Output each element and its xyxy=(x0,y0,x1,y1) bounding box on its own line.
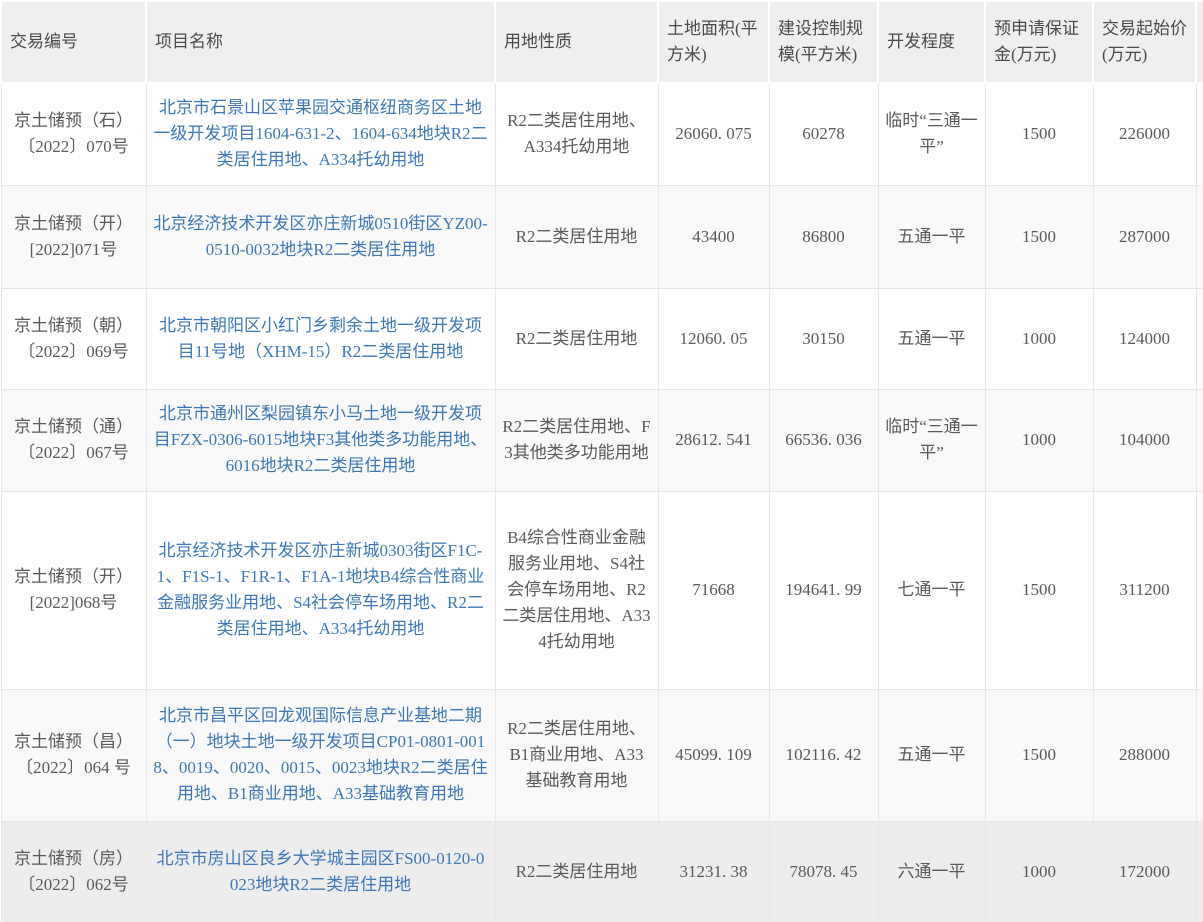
project-name-cell: 北京市通州区梨园镇东小马土地一级开发项目FZX-0306-6015地块F3其他类… xyxy=(145,388,496,492)
land-nature-cell: R2二类居住用地、F3其他类多功能用地 xyxy=(494,388,659,492)
development-degree-cell: 临时“三通一平” xyxy=(877,388,986,492)
transaction-id-cell: 京土储预（朝）〔2022〕069号 xyxy=(0,287,147,390)
construction-scale-cell: 102116. 42 xyxy=(768,688,879,822)
transaction-id-cell: 京土储预（开）[2022]068号 xyxy=(0,490,147,690)
table-row: 京土储预（通）〔2022〕067号 北京市通州区梨园镇东小马土地一级开发项目FZ… xyxy=(0,388,1203,492)
start-price-cell: 104000 xyxy=(1092,388,1197,492)
start-price-cell: 288000 xyxy=(1092,688,1197,822)
land-area-cell: 12060. 05 xyxy=(657,287,770,390)
start-price-cell: 226000 xyxy=(1092,82,1197,186)
development-degree-cell: 七通一平 xyxy=(877,490,986,690)
project-name-cell: 北京市朝阳区小红门乡剩余土地一级开发项目11号地（XHM-15）R2二类居住用地 xyxy=(145,287,496,390)
project-name-cell: 北京市房山区良乡大学城主园区FS00-0120-0023地块R2二类居住用地 xyxy=(145,820,496,922)
transaction-id-cell: 京土储预（开）[2022]071号 xyxy=(0,184,147,289)
land-area-cell: 45099. 109 xyxy=(657,688,770,822)
project-name-cell: 北京市石景山区苹果园交通枢纽商务区土地一级开发项目1604-631-2、1604… xyxy=(145,82,496,186)
table-row: 京土储预（开）[2022]068号 北京经济技术开发区亦庄新城0303街区F1C… xyxy=(0,490,1203,690)
table-row: 京土储预（朝）〔2022〕069号 北京市朝阳区小红门乡剩余土地一级开发项目11… xyxy=(0,287,1203,390)
clipped-spacer-cell xyxy=(1195,688,1203,822)
land-nature-cell: R2二类居住用地 xyxy=(494,287,659,390)
land-nature-cell: R2二类居住用地、A334托幼用地 xyxy=(494,82,659,186)
clipped-spacer-cell xyxy=(1195,490,1203,690)
deposit-cell: 1000 xyxy=(984,287,1094,390)
header-row: 交易编号 项目名称 用地性质 土地面积(平方米) 建设控制规模(平方米) 开发程… xyxy=(0,0,1203,84)
col-header-transaction-id: 交易编号 xyxy=(0,0,147,84)
land-nature-cell: R2二类居住用地 xyxy=(494,820,659,922)
development-degree-cell: 五通一平 xyxy=(877,184,986,289)
project-name-link[interactable]: 北京市通州区梨园镇东小马土地一级开发项目FZX-0306-6015地块F3其他类… xyxy=(153,404,488,475)
transaction-id-cell: 京土储预（房）〔2022〕062号 xyxy=(0,820,147,922)
clipped-spacer-cell xyxy=(1195,287,1203,390)
development-degree-cell: 六通一平 xyxy=(877,820,986,922)
construction-scale-cell: 60278 xyxy=(768,82,879,186)
land-nature-cell: R2二类居住用地 xyxy=(494,184,659,289)
transaction-id-cell: 京土储预（石）〔2022〕070号 xyxy=(0,82,147,186)
col-header-development-degree: 开发程度 xyxy=(877,0,986,84)
deposit-cell: 1500 xyxy=(984,688,1094,822)
development-degree-cell: 五通一平 xyxy=(877,688,986,822)
deposit-cell: 1000 xyxy=(984,820,1094,922)
land-nature-cell: R2二类居住用地、B1商业用地、A33基础教育用地 xyxy=(494,688,659,822)
development-degree-cell: 五通一平 xyxy=(877,287,986,390)
land-area-cell: 28612. 541 xyxy=(657,388,770,492)
table-row: 京土储预（昌）〔2022〕064 号 北京市昌平区回龙观国际信息产业基地二期（一… xyxy=(0,688,1203,822)
col-header-land-area: 土地面积(平方米) xyxy=(657,0,770,84)
col-header-land-nature: 用地性质 xyxy=(494,0,659,84)
col-header-project-name: 项目名称 xyxy=(145,0,496,84)
deposit-cell: 1500 xyxy=(984,184,1094,289)
construction-scale-cell: 194641. 99 xyxy=(768,490,879,690)
project-name-link[interactable]: 北京市朝阳区小红门乡剩余土地一级开发项目11号地（XHM-15）R2二类居住用地 xyxy=(159,315,482,361)
project-name-link[interactable]: 北京市石景山区苹果园交通枢纽商务区土地一级开发项目1604-631-2、1604… xyxy=(153,98,488,170)
land-area-cell: 26060. 075 xyxy=(657,82,770,186)
project-name-cell: 北京经济技术开发区亦庄新城0510街区YZ00-0510-0032地块R2二类居… xyxy=(145,184,496,289)
land-nature-cell: B4综合性商业金融服务业用地、S4社会停车场用地、R2二类居住用地、A334托幼… xyxy=(494,490,659,690)
clipped-spacer-cell xyxy=(1195,82,1203,186)
start-price-cell: 124000 xyxy=(1092,287,1197,390)
construction-scale-cell: 86800 xyxy=(768,184,879,289)
col-header-deposit: 预申请保证金(万元) xyxy=(984,0,1094,84)
project-name-cell: 北京市昌平区回龙观国际信息产业基地二期（一）地块土地一级开发项目CP01-080… xyxy=(145,688,496,822)
table-row: 京土储预（房）〔2022〕062号 北京市房山区良乡大学城主园区FS00-012… xyxy=(0,820,1203,922)
land-area-cell: 71668 xyxy=(657,490,770,690)
start-price-cell: 172000 xyxy=(1092,820,1197,922)
development-degree-cell: 临时“三通一平” xyxy=(877,82,986,186)
table-row: 京土储预（石）〔2022〕070号 北京市石景山区苹果园交通枢纽商务区土地一级开… xyxy=(0,82,1203,186)
deposit-cell: 1500 xyxy=(984,82,1094,186)
clipped-spacer-cell xyxy=(1195,388,1203,492)
col-header-start-price: 交易起始价(万元) xyxy=(1092,0,1197,84)
construction-scale-cell: 78078. 45 xyxy=(768,820,879,922)
start-price-cell: 287000 xyxy=(1092,184,1197,289)
deposit-cell: 1500 xyxy=(984,490,1094,690)
table-body: 京土储预（石）〔2022〕070号 北京市石景山区苹果园交通枢纽商务区土地一级开… xyxy=(0,82,1203,922)
col-header-construction-scale: 建设控制规模(平方米) xyxy=(768,0,879,84)
land-area-cell: 31231. 38 xyxy=(657,820,770,922)
transaction-id-cell: 京土储预（昌）〔2022〕064 号 xyxy=(0,688,147,822)
table-header: 交易编号 项目名称 用地性质 土地面积(平方米) 建设控制规模(平方米) 开发程… xyxy=(0,0,1203,84)
start-price-cell: 311200 xyxy=(1092,490,1197,690)
clipped-spacer-cell xyxy=(1195,820,1203,922)
clipped-spacer-cell xyxy=(1195,184,1203,289)
project-name-link[interactable]: 北京市昌平区回龙观国际信息产业基地二期（一）地块土地一级开发项目CP01-080… xyxy=(153,706,488,803)
land-area-cell: 43400 xyxy=(657,184,770,289)
construction-scale-cell: 66536. 036 xyxy=(768,388,879,492)
project-name-link[interactable]: 北京市房山区良乡大学城主园区FS00-0120-0023地块R2二类居住用地 xyxy=(156,849,485,894)
deposit-cell: 1000 xyxy=(984,388,1094,492)
transaction-id-cell: 京土储预（通）〔2022〕067号 xyxy=(0,388,147,492)
project-name-link[interactable]: 北京经济技术开发区亦庄新城0303街区F1C-1、F1S-1、F1R-1、F1A… xyxy=(156,541,485,638)
col-header-clipped-spacer xyxy=(1195,0,1203,84)
project-name-cell: 北京经济技术开发区亦庄新城0303街区F1C-1、F1S-1、F1R-1、F1A… xyxy=(145,490,496,690)
project-name-link[interactable]: 北京经济技术开发区亦庄新城0510街区YZ00-0510-0032地块R2二类居… xyxy=(153,213,488,259)
construction-scale-cell: 30150 xyxy=(768,287,879,390)
table-row: 京土储预（开）[2022]071号 北京经济技术开发区亦庄新城0510街区YZ0… xyxy=(0,184,1203,289)
